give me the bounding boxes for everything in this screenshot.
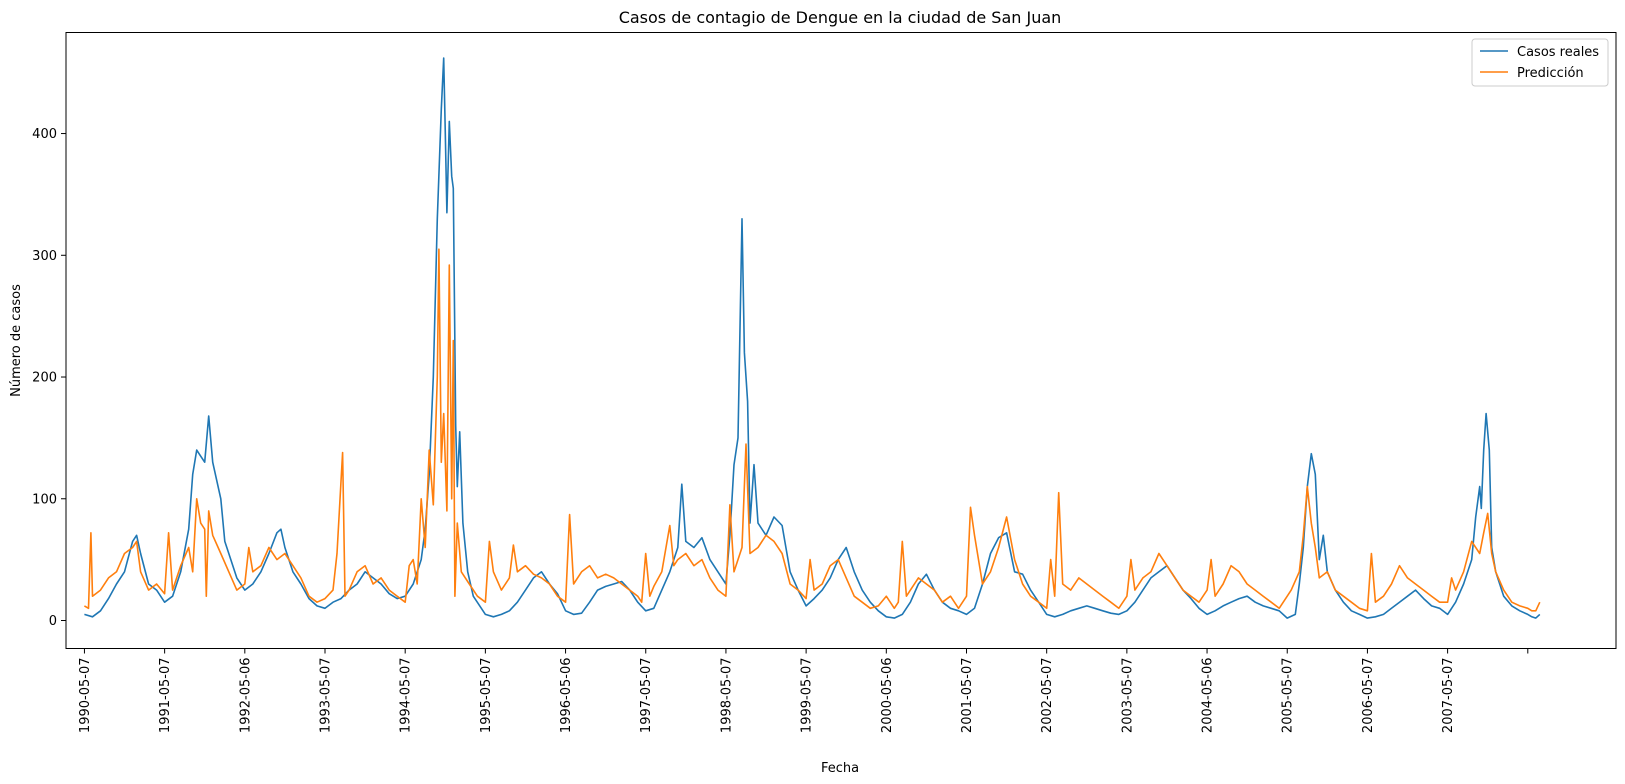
x-tick-label: 1991-05-07 — [158, 658, 173, 734]
y-axis-label: Número de casos — [9, 284, 24, 397]
y-tick-label: 300 — [32, 249, 57, 264]
x-axis-label: Fecha — [821, 761, 859, 776]
legend-label-prediccion: Predicción — [1517, 66, 1584, 81]
x-tick-label: 2006-05-07 — [1361, 658, 1376, 734]
x-tick-label: 2002-05-07 — [1040, 658, 1055, 734]
series-line-prediccion — [83, 248, 1541, 612]
y-tick-label: 0 — [49, 614, 57, 629]
y-tick-label: 200 — [32, 371, 57, 386]
x-axis: 1990-05-07 1991-05-07 1992-05-06 1993-05-07… — [78, 648, 1529, 734]
x-tick-label: 1994-05-07 — [399, 658, 414, 734]
x-tick-label: 2003-05-07 — [1120, 658, 1135, 734]
legend-label-casos-reales: Casos reales — [1517, 45, 1599, 60]
x-tick-label: 2007-05-07 — [1441, 658, 1456, 734]
y-tick-label: 400 — [32, 127, 57, 142]
series-layer — [83, 57, 1541, 619]
y-tick-label: 100 — [32, 492, 57, 507]
legend: Casos reales Predicción — [1471, 38, 1609, 87]
x-tick-label: 2005-05-07 — [1281, 658, 1296, 734]
x-tick-label: 2000-05-06 — [880, 658, 895, 734]
x-tick-label: 1997-05-07 — [639, 658, 654, 734]
x-tick-label: 1990-05-07 — [78, 658, 93, 734]
x-tick-label: 2001-05-07 — [960, 658, 975, 734]
chart-title: Casos de contagio de Dengue en la ciudad… — [619, 8, 1062, 27]
y-axis: 0 100 200 300 400 — [32, 127, 66, 629]
x-tick-label: 1992-05-06 — [238, 658, 253, 734]
x-tick-label: 1995-05-07 — [479, 658, 494, 734]
x-tick-label: 1998-05-07 — [719, 658, 734, 734]
x-tick-label: 1999-05-07 — [800, 658, 815, 734]
plot-frame — [65, 32, 1617, 649]
x-tick-label: 1996-05-06 — [559, 658, 574, 734]
x-tick-label: 2004-05-06 — [1201, 658, 1216, 734]
x-tick-label: 1993-05-07 — [319, 658, 334, 734]
